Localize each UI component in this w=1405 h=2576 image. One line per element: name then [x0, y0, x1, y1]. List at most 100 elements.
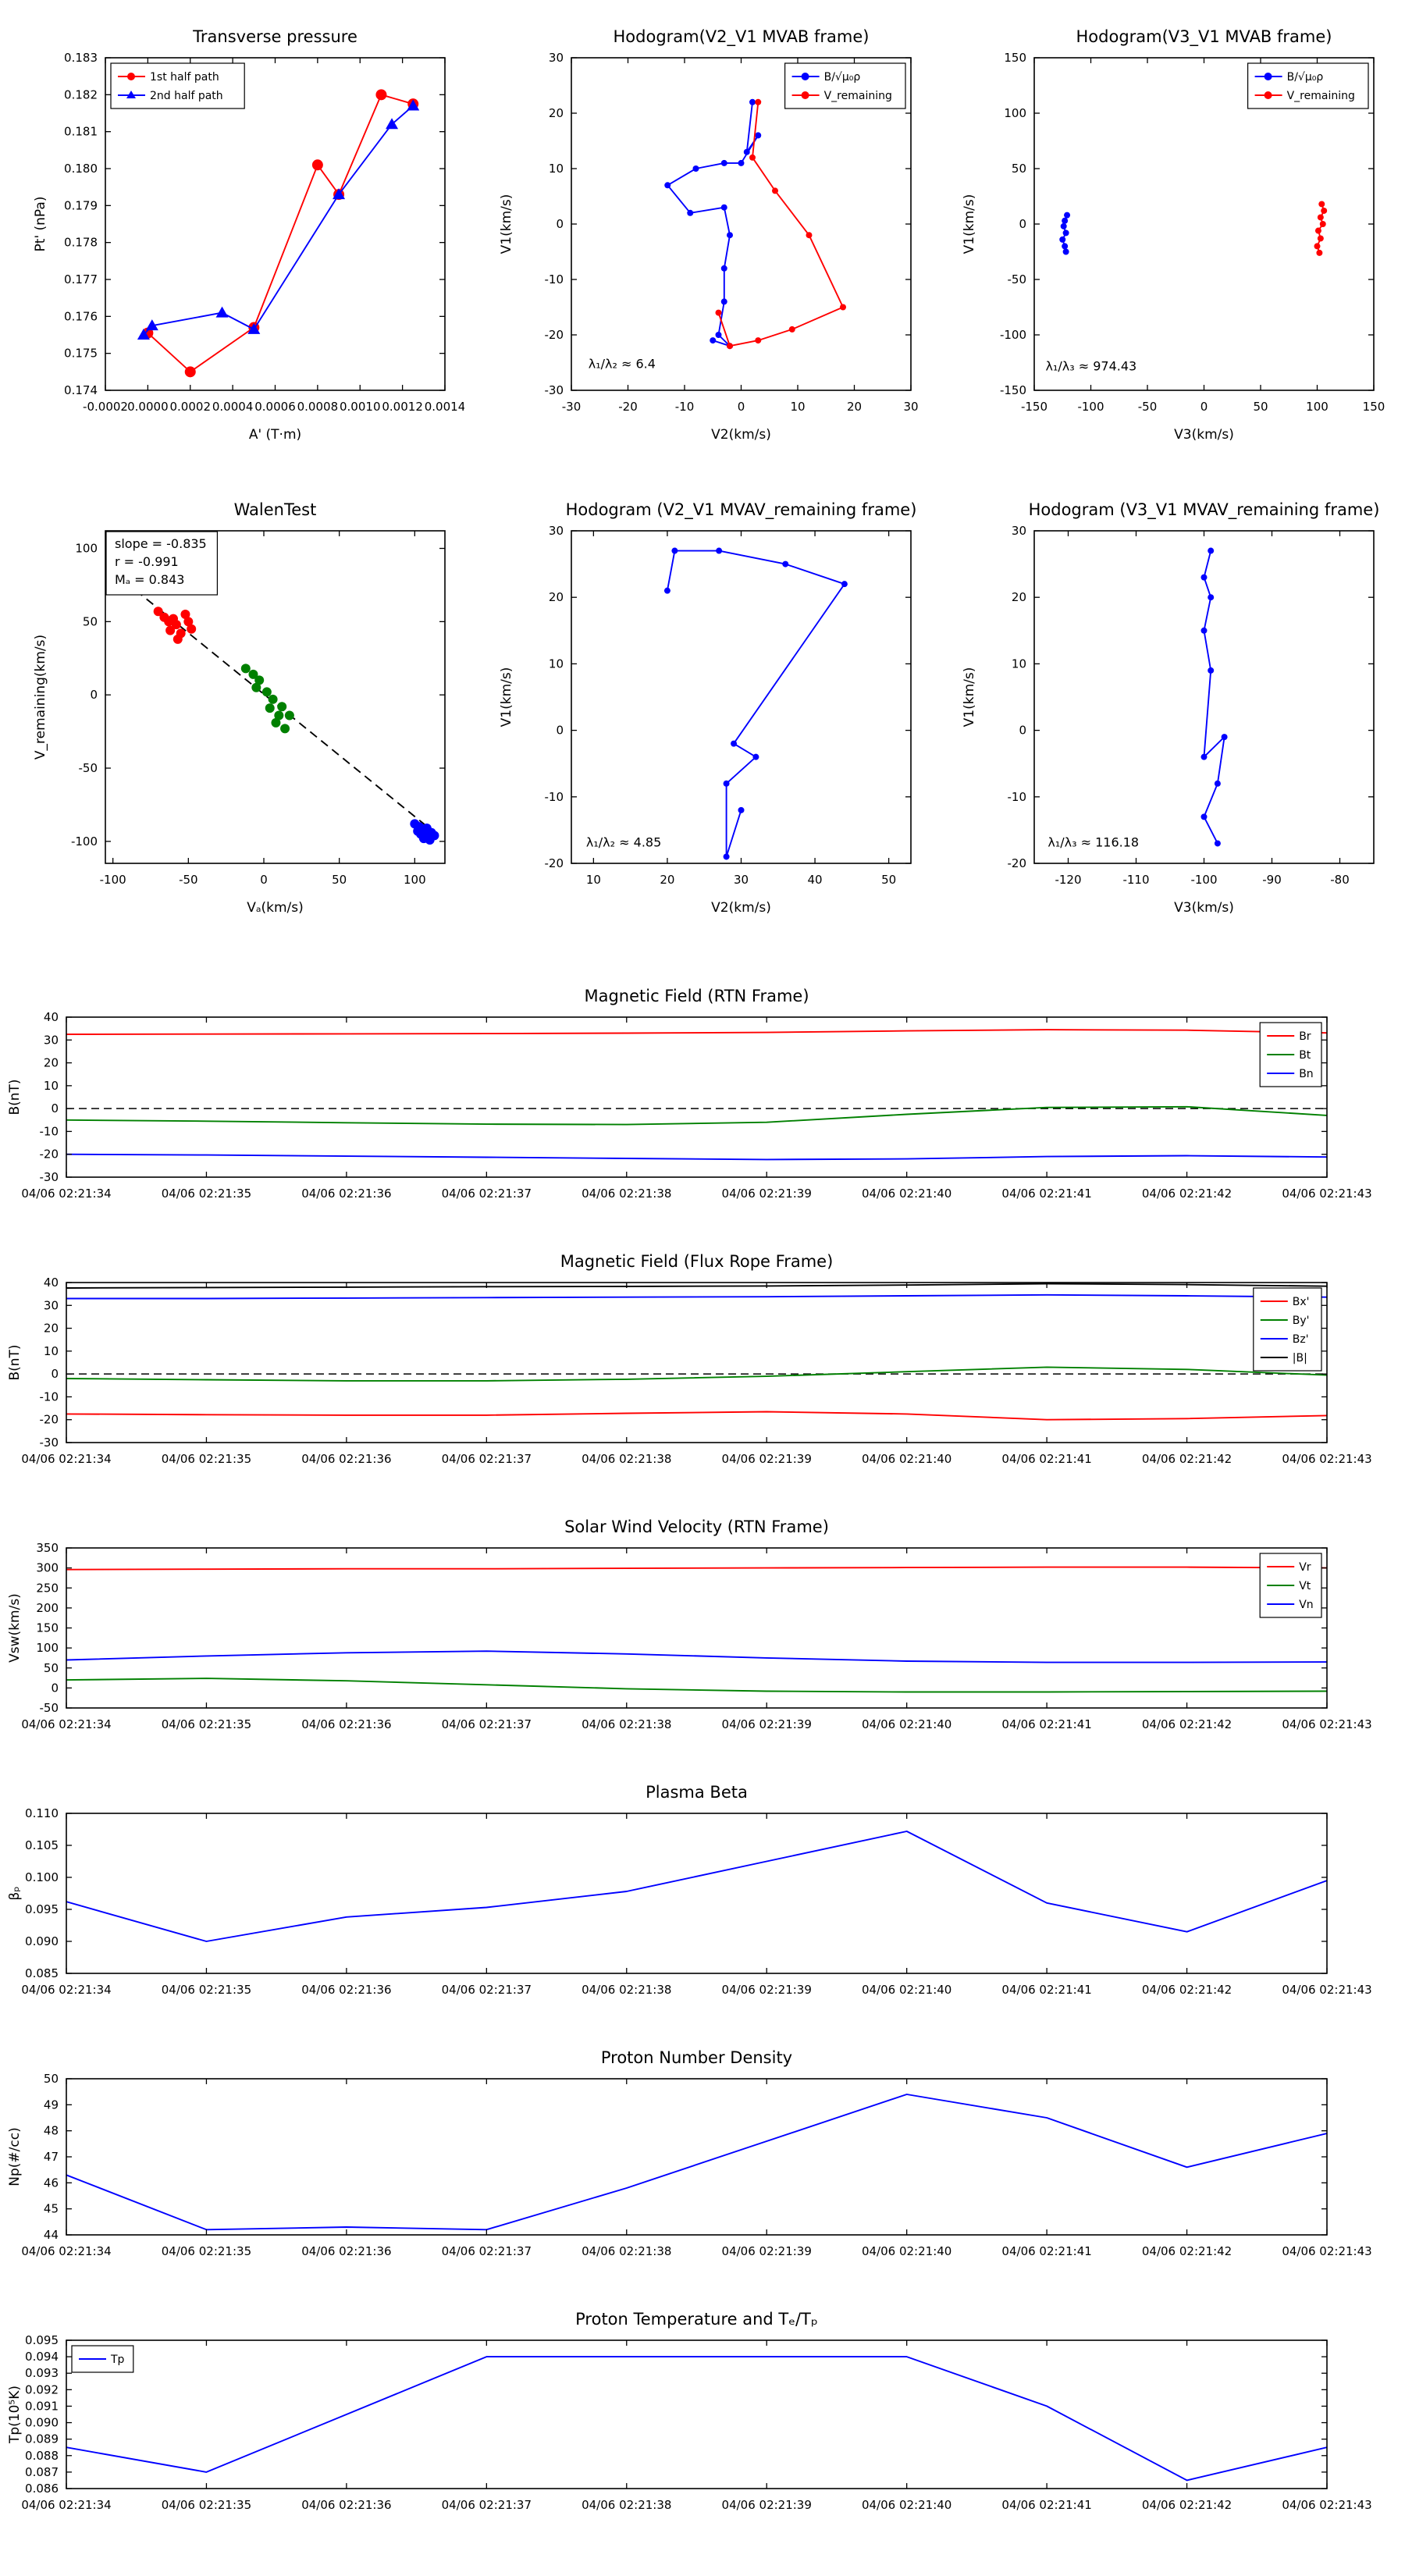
proton-density-ylabel: Np(#/cc) [7, 2127, 23, 2186]
proton-temp-xtick-label: 04/06 02:21:42 [1142, 2498, 1232, 2512]
hodogram-v2v1-mvab-legend-label: V_remaining [824, 90, 892, 102]
velocity-rtn-xtick-label: 04/06 02:21:41 [1001, 1717, 1091, 1731]
hodogram-v2v1-mvab-xtick-label: -10 [675, 400, 695, 414]
plasma-beta-plot-area [66, 1831, 1327, 1942]
hodogram-v2v1-mvav-xtick-label: 30 [734, 873, 749, 887]
transverse-pressure-legend-label: 1st half path [150, 71, 219, 84]
proton-temp-xtick-label: 04/06 02:21:37 [442, 2498, 532, 2512]
proton-temp-legend: Tp [71, 2345, 134, 2373]
proton-density-ytick-label: 45 [44, 2202, 59, 2216]
proton-temp-ytick-label: 0.086 [25, 2482, 59, 2496]
panel-hodogram-v2v1-mvab: -30 -20 -10 0 10 20 30 -30 -20 -10 0 10 20 30 Hodogram… [478, 9, 930, 461]
proton-temp-ytick-label: 0.090 [25, 2416, 59, 2430]
hodogram-v2v1-mvav-xtick-label: 40 [808, 873, 823, 887]
hodogram-v2v1-mvav-ytick-label: 20 [549, 590, 564, 604]
proton-density-xtick-label: 04/06 02:21:35 [162, 2244, 251, 2258]
transverse-pressure-ytick-label: 0.182 [64, 87, 98, 101]
velocity-rtn-ytick-label: 200 [36, 1601, 59, 1615]
hodogram-v2v1-mvav-plot-area [663, 547, 848, 860]
proton-temp-chart: 04/06 02:21:34 04/06 02:21:35 04/06 02:21:… [7, 2310, 1372, 2512]
mag-fluxrope-ytick-label: 0 [51, 1367, 59, 1381]
panel-walen-test: -100 -50 0 50 100 -100 -50 0 50 100 WalenTest Vₐ(km… [12, 482, 464, 934]
hodogram-v2v1-mvab-legend-label: B/√μ₀ρ [824, 71, 861, 84]
hodogram-v2v1-mvab-xtick-label: 20 [847, 400, 862, 414]
hodogram-v2v1-mvab-plot-area [664, 98, 846, 350]
transverse-pressure-ytick-label: 0.175 [64, 347, 98, 361]
velocity-rtn-ytick-label: 250 [36, 1581, 59, 1595]
hodogram-v3v1-mvab-xtick-label: 100 [1306, 400, 1329, 414]
transverse-pressure-xtick-label: 0.0002 [170, 400, 212, 414]
walen-test-stats-line: r = -0.991 [115, 554, 179, 569]
mag-rtn-xtick-label: 04/06 02:21:42 [1142, 1187, 1232, 1201]
plasma-beta-xtick-label: 04/06 02:21:42 [1142, 1983, 1232, 1997]
plasma-beta-xtick-label: 04/06 02:21:37 [442, 1983, 532, 1997]
mag-fluxrope-ytick-label: 20 [44, 1322, 59, 1336]
mag-rtn-legend-label: Bn [1299, 1068, 1313, 1080]
hodogram-v3v1-mvav-ytick-label: -20 [1008, 856, 1027, 870]
proton-density-xtick-label: 04/06 02:21:34 [21, 2244, 111, 2258]
transverse-pressure-legend-label: 2nd half path [150, 90, 223, 102]
walen-test-ylabel: V_remaining(km/s) [33, 635, 48, 760]
walen-test-xtick-label: -100 [100, 873, 126, 887]
hodogram-v3v1-mvav-plot-area [1200, 547, 1228, 847]
walen-test-xtick-label: 0 [260, 873, 268, 887]
hodogram-v3v1-mvav-ytick-label: 20 [1012, 590, 1026, 604]
panel-magnetic-field-rtn: 04/06 02:21:34 04/06 02:21:35 04/06 02:21:… [0, 980, 1405, 1226]
hodogram-v2v1-mvav-ylabel: V1(km/s) [499, 667, 514, 728]
plasma-beta-chart: 04/06 02:21:34 04/06 02:21:35 04/06 02:21:… [7, 1783, 1372, 1997]
transverse-pressure-ytick-label: 0.177 [64, 272, 98, 286]
mag-rtn-legend: Br Bt Bn [1259, 1022, 1322, 1087]
hodogram-v2v1-mvav-xtick-label: 50 [881, 873, 896, 887]
hodogram-v3v1-mvav-annotation: λ₁/λ₃ ≈ 116.18 [1048, 835, 1139, 850]
velocity-rtn-title: Solar Wind Velocity (RTN Frame) [564, 1517, 829, 1536]
proton-temp-ytick-label: 0.089 [25, 2432, 59, 2446]
hodogram-v3v1-mvav-xtick-label: -100 [1190, 873, 1217, 887]
mag-rtn-ytick-label: -20 [40, 1147, 59, 1162]
velocity-rtn-xtick-label: 04/06 02:21:34 [21, 1717, 111, 1731]
proton-density-title: Proton Number Density [601, 2048, 792, 2067]
velocity-rtn-xtick-label: 04/06 02:21:42 [1142, 1717, 1232, 1731]
hodogram-v3v1-mvab-plot-area [1059, 201, 1328, 256]
transverse-pressure-ytick-label: 0.174 [64, 383, 98, 397]
hodogram-v3v1-mvav-xlabel: V3(km/s) [1174, 900, 1234, 916]
transverse-pressure-chart: -0.0002 0.0000 0.0002 0.0004 0.0006 0.0008 0.0… [33, 27, 465, 443]
proton-temp-legend-label: Tp [110, 2354, 125, 2366]
plasma-beta-xtick-label: 04/06 02:21:35 [162, 1983, 251, 1997]
hodogram-v3v1-mvab-xtick-label: -150 [1021, 400, 1048, 414]
plasma-beta-ytick-label: 0.090 [25, 1934, 59, 1948]
hodogram-v3v1-mvab-ytick-label: 50 [1012, 162, 1026, 176]
hodogram-v2v1-mvab-ytick-label: 30 [549, 51, 564, 65]
mag-rtn-ytick-label: 20 [44, 1056, 59, 1070]
mag-rtn-ylabel: B(nT) [7, 1079, 23, 1115]
proton-density-xtick-label: 04/06 02:21:36 [301, 2244, 391, 2258]
velocity-rtn-legend-label: Vr [1299, 1561, 1311, 1574]
hodogram-v3v1-mvab-xlabel: V3(km/s) [1174, 427, 1234, 443]
velocity-rtn-ylabel: Vsw(km/s) [7, 1593, 23, 1663]
proton-temp-xtick-label: 04/06 02:21:41 [1001, 2498, 1091, 2512]
hodogram-v3v1-mvav-ytick-label: -10 [1008, 790, 1027, 804]
mag-fluxrope-legend-label: |B| [1293, 1352, 1307, 1364]
plasma-beta-ylabel: βₚ [7, 1886, 23, 1900]
mag-fluxrope-chart: 04/06 02:21:34 04/06 02:21:35 04/06 02:21:… [7, 1252, 1372, 1466]
mag-fluxrope-ytick-label: -30 [40, 1436, 59, 1450]
transverse-pressure-title: Transverse pressure [192, 27, 357, 46]
mag-fluxrope-legend-label: Bx' [1293, 1296, 1310, 1308]
mag-rtn-xtick-label: 04/06 02:21:34 [21, 1187, 111, 1201]
transverse-pressure-ytick-label: 0.178 [64, 236, 98, 250]
mag-fluxrope-title: Magnetic Field (Flux Rope Frame) [560, 1252, 834, 1271]
velocity-rtn-xtick-label: 04/06 02:21:39 [722, 1717, 812, 1731]
hodogram-v2v1-mvav-xlabel: V2(km/s) [711, 900, 771, 916]
hodogram-v3v1-mvav-ytick-label: 0 [1019, 724, 1026, 738]
velocity-rtn-ytick-label: 350 [36, 1541, 59, 1555]
hodogram-v3v1-mvab-legend: B/√μ₀ρ V_remaining [1247, 62, 1369, 109]
mag-fluxrope-xtick-label: 04/06 02:21:39 [722, 1452, 812, 1466]
plasma-beta-title: Plasma Beta [646, 1783, 748, 1802]
hodogram-v2v1-mvab-ytick-label: 0 [556, 217, 564, 231]
hodogram-v2v1-mvab-xtick-label: 10 [790, 400, 805, 414]
velocity-rtn-legend-label: Vt [1299, 1580, 1311, 1592]
proton-density-ytick-label: 48 [44, 2124, 59, 2138]
mag-rtn-xtick-label: 04/06 02:21:37 [442, 1187, 532, 1201]
panel-hodogram-v3v1-mvav: -120 -110 -100 -90 -80 -20 -10 0 10 20 30 Hodogram … [941, 482, 1393, 934]
proton-density-ytick-label: 50 [44, 2072, 59, 2086]
hodogram-v3v1-mvab-chart: -150 -100 -50 0 50 100 150 -150 -100 -50 0 50 100 150… [962, 27, 1385, 443]
